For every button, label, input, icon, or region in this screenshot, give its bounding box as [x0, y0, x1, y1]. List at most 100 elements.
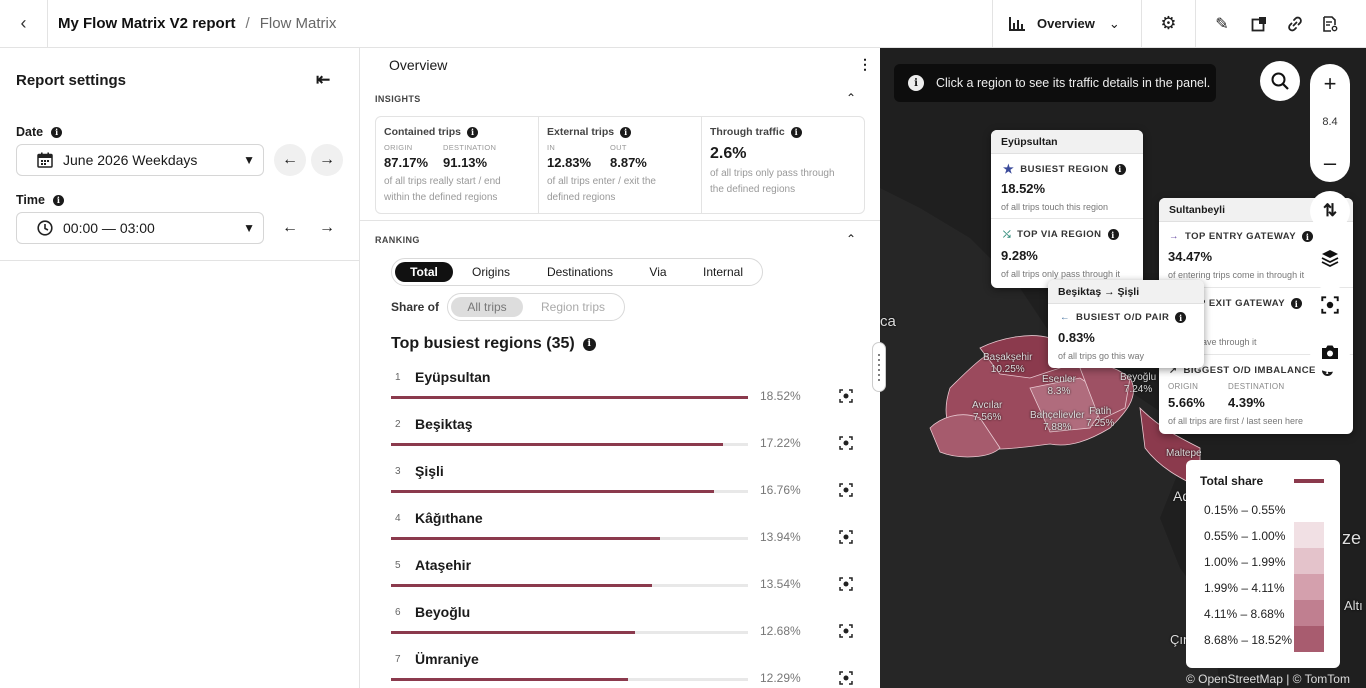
- info-icon[interactable]: i: [467, 126, 479, 138]
- back-button[interactable]: ‹: [0, 0, 48, 47]
- tab-internal[interactable]: Internal: [702, 265, 744, 279]
- next-date-button[interactable]: →: [311, 144, 343, 176]
- info-icon[interactable]: i: [582, 337, 596, 351]
- focus-region-icon[interactable]: [839, 483, 853, 497]
- divider: [991, 218, 1143, 219]
- share-region-trips[interactable]: Region trips: [540, 300, 606, 314]
- od-pair-card[interactable]: Beşiktaş → Şişli ← BUSIEST O/D PAIR i 0.83…: [1048, 280, 1204, 368]
- map-region-label: Fatih 7.25%: [1086, 406, 1114, 430]
- focus-region-icon[interactable]: [839, 624, 853, 638]
- divider: [538, 117, 539, 213]
- focus-region-icon[interactable]: [839, 530, 853, 544]
- info-icon[interactable]: i: [1291, 298, 1303, 309]
- through-traffic-value: 2.6%: [710, 145, 747, 162]
- od-pair-value: 0.83%: [1058, 330, 1095, 345]
- previous-date-button[interactable]: ←: [274, 144, 306, 176]
- breadcrumb: My Flow Matrix V2 report / Flow Matrix: [58, 15, 336, 32]
- settings-button[interactable]: ⚙: [1142, 0, 1196, 47]
- map-region-label: Bahçelievler 7.88%: [1030, 410, 1084, 434]
- focus-region-icon[interactable]: [839, 436, 853, 450]
- region-name: Beyoğlu: [415, 604, 471, 620]
- info-icon[interactable]: i: [1114, 163, 1126, 175]
- legend-line-swatch: [1294, 479, 1324, 483]
- list-item[interactable]: 1 Eyüpsultan 18.52%: [391, 367, 861, 414]
- entry-gateway-value: 34.47%: [1168, 249, 1213, 264]
- swap-vertical-icon: ⇅: [1322, 201, 1338, 220]
- previous-time-button[interactable]: ←: [274, 212, 306, 244]
- focus-region-icon[interactable]: [839, 577, 853, 591]
- map-region-value: 8.3%: [1047, 386, 1071, 397]
- open-external-button[interactable]: [1247, 12, 1271, 36]
- date-label-row: Date i: [16, 125, 63, 139]
- divider: [1159, 287, 1353, 288]
- report-title[interactable]: My Flow Matrix V2 report: [58, 15, 236, 32]
- next-time-button[interactable]: →: [311, 212, 343, 244]
- info-icon[interactable]: i: [52, 194, 64, 206]
- screenshot-button[interactable]: [1310, 332, 1350, 372]
- arrow-right-icon: →: [319, 151, 335, 168]
- calendar-icon: [37, 152, 53, 168]
- map-search-button[interactable]: [1260, 61, 1300, 101]
- focus-region-icon[interactable]: [839, 389, 853, 403]
- share-bar-fill: [391, 490, 715, 493]
- collapse-settings-button[interactable]: ⇤: [316, 70, 330, 90]
- top-via-label: TOP VIA REGION: [1017, 229, 1102, 240]
- info-icon[interactable]: i: [620, 126, 632, 138]
- tab-origins[interactable]: Origins: [471, 265, 510, 279]
- list-item[interactable]: 2 Beşiktaş 17.22%: [391, 414, 861, 461]
- divider: [701, 117, 702, 213]
- info-icon[interactable]: i: [51, 126, 63, 138]
- map-region-value: 7.56%: [973, 412, 1002, 423]
- out-value: 8.87%: [610, 155, 647, 170]
- rank-number: 5: [395, 560, 401, 571]
- tab-destinations[interactable]: Destinations: [546, 265, 614, 279]
- region-name: Şişli: [415, 463, 444, 479]
- map-attribution[interactable]: © OpenStreetMap | © TomTom: [1186, 672, 1350, 686]
- region-name: Eyüpsultan: [415, 369, 491, 385]
- info-icon[interactable]: i: [1175, 312, 1187, 323]
- tab-total[interactable]: Total: [395, 262, 453, 282]
- info-icon[interactable]: i: [790, 126, 802, 138]
- list-item[interactable]: 7 Ümraniye 12.29%: [391, 649, 861, 688]
- collapse-left-icon: ⇤: [316, 70, 331, 89]
- ranking-collapse-button[interactable]: ⌃: [846, 232, 856, 246]
- zoom-out-button[interactable]: –: [1310, 148, 1350, 178]
- insights-collapse-button[interactable]: ⌃: [846, 91, 856, 105]
- share-all-trips[interactable]: All trips: [451, 297, 523, 317]
- more-options-button[interactable]: ⋮: [858, 56, 872, 73]
- list-item[interactable]: 3 Şişli 16.76%: [391, 461, 861, 508]
- map-view[interactable]: Başakşehir 10.25% Esenler 8.3% Avcılar 7.56…: [880, 48, 1366, 688]
- ranking-label: RANKING: [375, 235, 420, 245]
- focus-map-button[interactable]: [1310, 285, 1350, 325]
- date-label: Date: [16, 125, 44, 139]
- list-item[interactable]: 6 Beyoğlu 12.68%: [391, 602, 861, 649]
- edit-button[interactable]: ✎: [1210, 12, 1234, 36]
- list-item[interactable]: 4 Kâğıthane 13.94%: [391, 508, 861, 555]
- list-item[interactable]: 5 Ataşehir 13.54%: [391, 555, 861, 602]
- exit-gateway-label: TOP EXIT GATEWAY: [1185, 298, 1286, 309]
- copy-link-button[interactable]: [1283, 12, 1307, 36]
- panel-resize-handle[interactable]: [872, 342, 886, 392]
- region-card-eyupsultan[interactable]: Eyüpsultan ★ BUSIEST REGION i 18.52% of al…: [991, 130, 1143, 288]
- focus-region-icon[interactable]: [839, 671, 853, 685]
- contained-trips-card: Contained trips i ORIGIN DESTINATION 87.1…: [384, 117, 539, 213]
- share-bar: [391, 584, 748, 587]
- tab-via[interactable]: Via: [649, 265, 667, 279]
- top-bar: ‹ My Flow Matrix V2 report / Flow Matrix O…: [0, 0, 1366, 48]
- report-settings-button[interactable]: [1318, 12, 1342, 36]
- zoom-in-button[interactable]: +: [1310, 69, 1350, 99]
- layers-button[interactable]: [1310, 238, 1350, 278]
- time-select[interactable]: 00:00 — 03:00 ▼: [16, 212, 264, 244]
- share-bar: [391, 490, 748, 493]
- view-selector[interactable]: Overview ⌄: [992, 0, 1142, 47]
- date-select[interactable]: June 2026 Weekdays ▼: [16, 144, 264, 176]
- through-desc-2: the defined regions: [710, 184, 796, 195]
- in-label: IN: [547, 143, 556, 152]
- minus-icon: –: [1323, 150, 1337, 175]
- swap-direction-button[interactable]: ⇅: [1310, 191, 1350, 231]
- info-icon[interactable]: i: [1302, 231, 1314, 242]
- contained-desc-1: of all trips really start / end: [384, 176, 501, 187]
- map-place-label: ze: [1342, 528, 1362, 548]
- info-icon[interactable]: i: [1107, 229, 1119, 240]
- map-regions[interactable]: [880, 48, 1366, 688]
